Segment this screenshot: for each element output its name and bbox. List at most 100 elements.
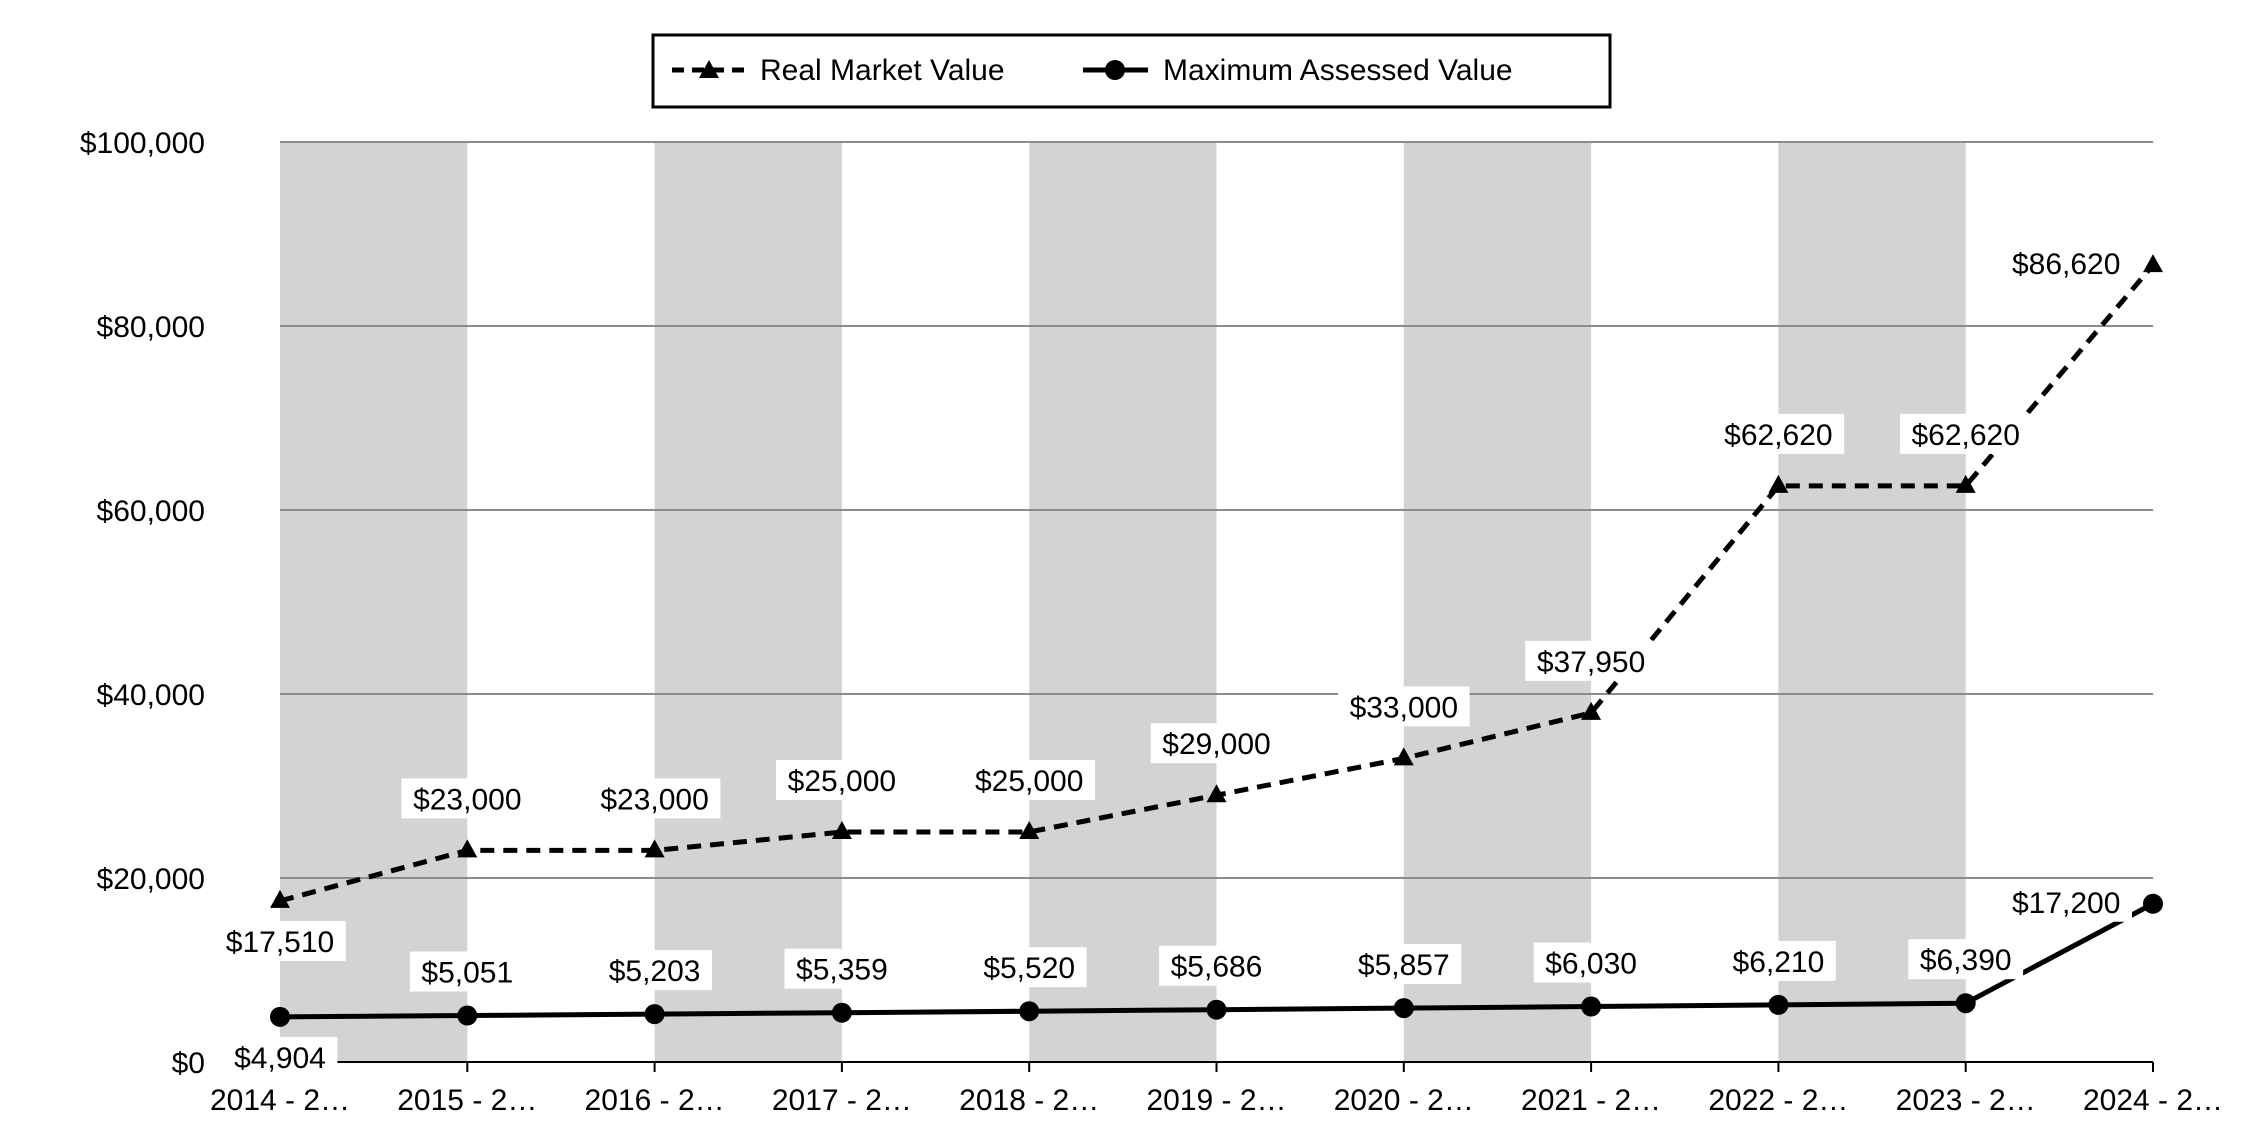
mav-data-label-text: $5,051 (421, 957, 513, 990)
rmv-data-label-text: $33,000 (1350, 691, 1458, 724)
series-markers (270, 254, 2163, 1027)
rmv-data-label-bg (963, 760, 1095, 800)
plot-bands (280, 142, 1966, 1062)
mav-data-label: $6,390 (1908, 939, 2024, 980)
mav-data-label-text: $5,359 (796, 954, 888, 987)
rmv-data-label-text: $23,000 (413, 783, 521, 816)
mav-data-label-text: $17,200 (2012, 887, 2120, 920)
real-market-value-point (1393, 747, 1414, 766)
maximum-assessed-value-point (831, 1002, 852, 1023)
column-band (1403, 142, 1592, 1062)
mav-data-label-bg (971, 947, 1087, 988)
real-market-value-point (1768, 474, 1789, 493)
mav-data-label: $6,210 (1721, 940, 1836, 981)
x-tick-label: 2017 - 2… (772, 1084, 912, 1117)
maximum-assessed-value-point (2143, 893, 2163, 914)
mav-data-label: $5,686 (1159, 945, 1274, 986)
real-market-value-point (2143, 254, 2163, 273)
real-market-value-point (1581, 701, 1602, 720)
real-market-value-point (1206, 784, 1227, 803)
mav-data-label: $5,203 (597, 950, 712, 991)
real-market-value-point (270, 889, 290, 908)
rmv-data-label-bg (1338, 686, 1470, 727)
x-tick-label: 2014 - 2… (210, 1084, 350, 1117)
column-band (1778, 142, 1966, 1062)
mav-data-label-bg (1159, 945, 1274, 986)
rmv-data-label: $37,950 (1525, 640, 1657, 681)
y-tick-label: $0 (172, 1047, 205, 1080)
rmv-data-label: $25,000 (776, 760, 908, 800)
mav-data-label-text: $5,203 (609, 955, 701, 988)
x-tick-label: 2021 - 2… (1521, 1084, 1661, 1117)
mav-data-label-bg (784, 948, 900, 989)
data-labels: $17,510 $23,000 $23,000 $25,000 $25,000 $29,0… (214, 243, 2132, 1077)
y-tick-label: $100,000 (80, 127, 205, 160)
rmv-data-label-text: $86,620 (2012, 248, 2120, 281)
maximum-assessed-value-point (457, 1005, 478, 1026)
x-tick-label: 2019 - 2… (1146, 1084, 1286, 1117)
rmv-data-label: $17,510 (214, 920, 346, 961)
column-band (1029, 142, 1217, 1062)
mav-data-label-bg (1533, 942, 1649, 983)
mav-data-label: $4,904 (222, 1036, 338, 1077)
maximum-assessed-value-point (1581, 996, 1602, 1017)
rmv-data-label-text: $62,620 (1724, 419, 1832, 452)
rmv-data-label-text: $62,620 (1911, 419, 2019, 452)
real-market-value-point (1955, 474, 1976, 493)
rmv-data-label-text: $23,000 (600, 783, 708, 816)
y-tick-label: $20,000 (97, 863, 205, 896)
x-tick-label: 2024 - 2… (2083, 1084, 2223, 1117)
mav-data-label: $5,857 (1346, 944, 1462, 985)
rmv-data-label: $25,000 (963, 760, 1095, 800)
legend-rmv-triangle-icon (699, 60, 719, 78)
x-tick-label: 2023 - 2… (1896, 1084, 2036, 1117)
gridlines (280, 141, 2153, 879)
rmv-data-label: $23,000 (401, 778, 534, 819)
mav-data-label-bg (222, 1036, 338, 1077)
mav-data-label-text: $5,857 (1358, 949, 1450, 982)
rmv-data-label-bg (1899, 413, 2032, 454)
x-tick-label: 2022 - 2… (1708, 1084, 1848, 1117)
legend-mav-circle-icon (1105, 60, 1125, 80)
mav-data-label: $5,520 (971, 947, 1087, 988)
y-axis: $0 $20,000 $40,000 $60,000 $80,000 $100,000 (80, 127, 205, 1080)
rmv-data-label: $33,000 (1338, 686, 1470, 727)
x-tick-label: 2016 - 2… (585, 1084, 725, 1117)
mav-data-label-bg (1721, 940, 1836, 981)
mav-data-label-text: $4,904 (234, 1042, 326, 1075)
rmv-data-label: $62,620 (1712, 413, 1845, 454)
rmv-data-label-bg (1525, 640, 1657, 681)
legend[interactable]: Real Market Value Maximum Assessed Value (651, 33, 1612, 109)
x-tick-label: 2018 - 2… (959, 1084, 1099, 1117)
mav-data-label-text: $6,210 (1733, 946, 1825, 979)
real-market-value-point (1019, 821, 1040, 839)
rmv-data-label-bg (401, 778, 534, 819)
rmv-data-label-text: $25,000 (788, 765, 896, 798)
x-axis: 2014 - 2… 2015 - 2… 2016 - 2… 2017 - 2… 2018… (210, 1061, 2223, 1117)
y-tick-label: $80,000 (97, 311, 205, 344)
mav-data-label-text: $6,030 (1545, 948, 1637, 981)
mav-data-label-text: $5,520 (983, 952, 1075, 985)
rmv-data-label-text: $25,000 (975, 765, 1083, 798)
rmv-data-label-bg (214, 920, 346, 961)
legend-label-maximum-assessed-value: Maximum Assessed Value (1163, 54, 1513, 87)
rmv-data-label: $29,000 (1150, 723, 1283, 764)
y-tick-label: $60,000 (97, 495, 205, 528)
mav-data-label-bg (2000, 881, 2132, 922)
mav-data-label: $5,359 (784, 948, 900, 989)
maximum-assessed-value-point (1768, 994, 1789, 1015)
x-tick-label: 2015 - 2… (397, 1084, 537, 1117)
rmv-data-label-bg (588, 778, 721, 819)
maximum-assessed-value-point (1393, 998, 1414, 1019)
column-band (280, 142, 468, 1062)
maximum-assessed-value-point (1206, 999, 1227, 1020)
mav-data-label: $5,051 (409, 951, 525, 992)
rmv-data-label: $86,620 (2000, 243, 2132, 284)
maximum-assessed-value-point (270, 1006, 290, 1027)
rmv-data-label-bg (1712, 413, 1845, 454)
rmv-data-label: $62,620 (1899, 413, 2032, 454)
maximum-assessed-value-point (644, 1004, 665, 1025)
rmv-data-label-text: $29,000 (1162, 728, 1270, 761)
rmv-data-label-bg (1150, 723, 1283, 764)
